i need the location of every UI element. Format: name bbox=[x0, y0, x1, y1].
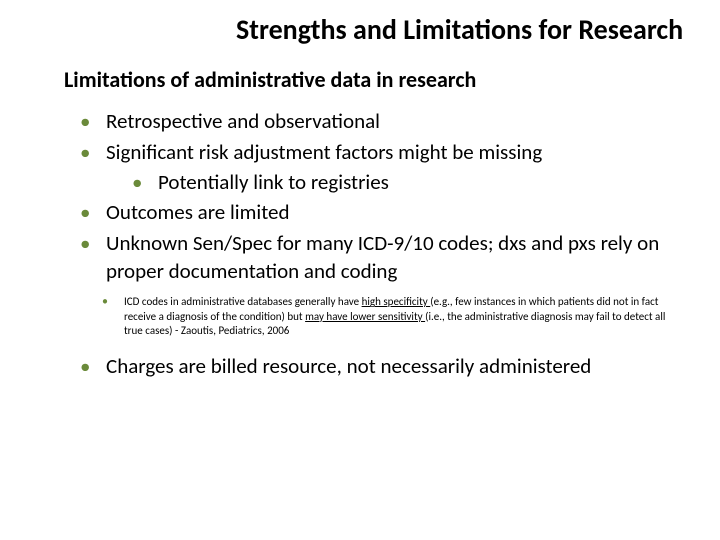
note-text: ICD codes in administrative databases ge… bbox=[124, 295, 362, 308]
bullet-text: Significant risk adjustment factors migh… bbox=[106, 139, 542, 165]
slide-title: Strengths and Limitations for Research bbox=[236, 14, 684, 46]
bullet-item: Significant risk adjustment factors migh… bbox=[80, 138, 684, 197]
note-underline: may have lower sensitivity bbox=[305, 310, 425, 323]
bullet-list: Retrospective and observational Signific… bbox=[80, 107, 684, 285]
bullet-item: Charges are billed resource, not necessa… bbox=[80, 352, 684, 380]
sub-bullet-item: Potentially link to registries bbox=[132, 168, 684, 196]
slide: Strengths and Limitations for Research L… bbox=[0, 0, 720, 540]
bullet-item: Retrospective and observational bbox=[80, 107, 684, 135]
bullet-list: Charges are billed resource, not necessa… bbox=[80, 352, 684, 380]
sub-bullet-list: Potentially link to registries bbox=[132, 168, 684, 196]
bullet-item: Outcomes are limited bbox=[80, 198, 684, 226]
note-underline: high specificity bbox=[362, 295, 431, 308]
slide-subtitle: Limitations of administrative data in re… bbox=[64, 66, 684, 93]
note-bullet: ICD codes in administrative databases ge… bbox=[102, 295, 684, 338]
bullet-item: Unknown Sen/Spec for many ICD-9/10 codes… bbox=[80, 229, 684, 286]
